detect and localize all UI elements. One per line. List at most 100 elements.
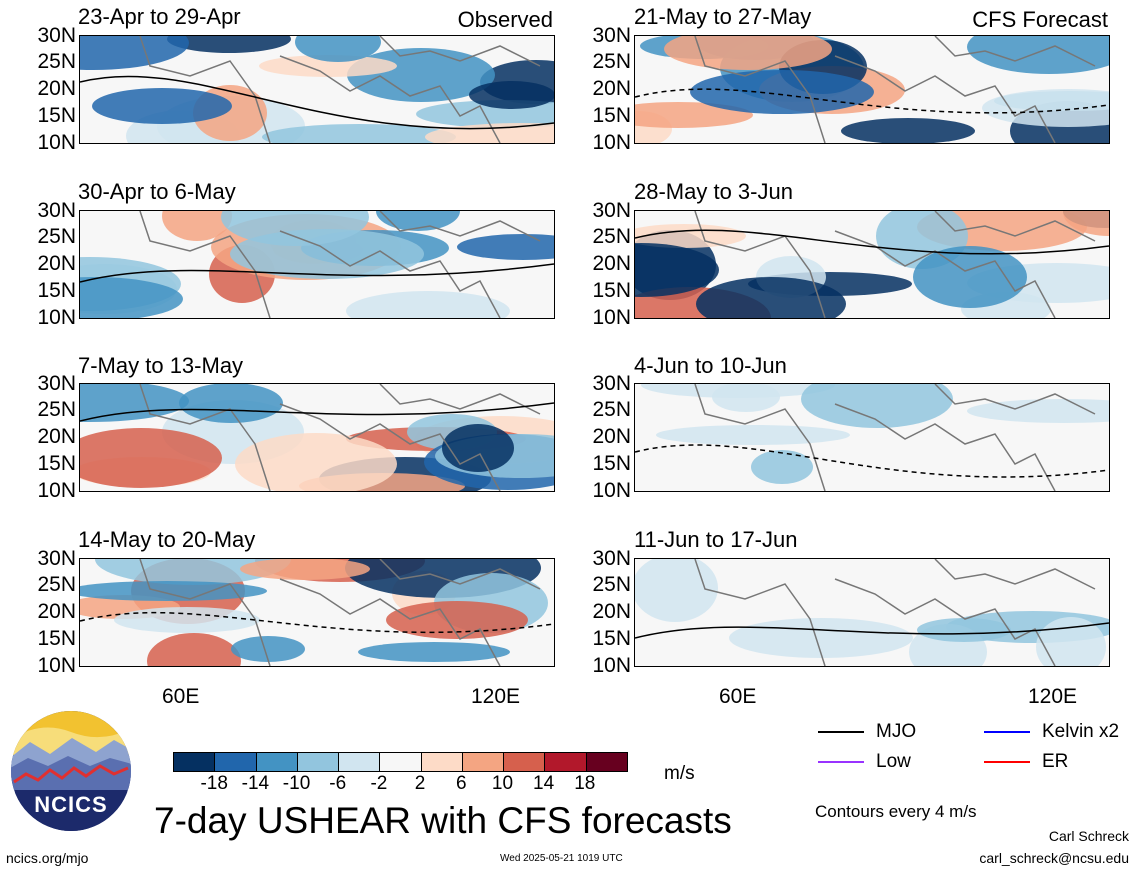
colorbar-swatch (256, 753, 298, 771)
lat-label: 15N (592, 452, 631, 475)
colorbar-label: 14 (533, 773, 555, 794)
footer-timestamp: Wed 2025-05-21 1019 UTC (500, 853, 623, 864)
colorbar-swatch (421, 753, 463, 771)
lat-label: 30N (37, 372, 76, 395)
lat-label: 20N (592, 252, 631, 275)
coastline (139, 211, 541, 318)
shading-blob (442, 424, 514, 472)
colorbar-label: -18 (200, 773, 228, 794)
lat-label: 15N (37, 104, 76, 127)
legend-kelvin-swatch (984, 731, 1030, 733)
lat-label: 25N (592, 398, 631, 421)
shading-blob (231, 636, 305, 662)
map-panel-right-1 (634, 35, 1110, 144)
lat-label: 15N (592, 279, 631, 302)
mjo-contour (635, 622, 1109, 639)
colorbar-swatch (380, 753, 422, 771)
colorbar-label: -10 (282, 773, 311, 794)
panel-source-tag: CFS Forecast (972, 7, 1108, 32)
lat-label: 25N (37, 50, 76, 73)
shear-field (80, 36, 554, 143)
shading-blob (913, 246, 1027, 308)
legend-mjo-label: MJO (876, 721, 917, 742)
panel-title: 28-May to 3-Jun (634, 179, 793, 204)
panel-title: 21-May to 27-May (634, 4, 812, 29)
mjo-contour (635, 88, 1109, 114)
lat-label: 30N (37, 547, 76, 570)
shear-field (80, 211, 554, 318)
panel-title: 30-Apr to 6-May (78, 179, 236, 204)
legend-kelvin-label: Kelvin x2 (1042, 721, 1120, 742)
shading-blob (80, 581, 267, 601)
shading-blob (635, 243, 719, 297)
shading-blob (635, 559, 718, 622)
lat-label: 10N (37, 479, 76, 502)
lat-label: 15N (37, 279, 76, 302)
map-panel-left-2 (79, 210, 555, 319)
lon-label-120e-right: 120E (1028, 685, 1078, 708)
colorbar-label: -6 (329, 773, 347, 794)
legend-low-label: Low (876, 751, 911, 772)
lat-label: 25N (37, 225, 76, 248)
coastline (694, 36, 1096, 143)
shading-blob (295, 36, 381, 62)
mjo-contour (80, 75, 554, 130)
mjo-contour (80, 611, 554, 634)
shading-blob (80, 277, 183, 318)
shading-blob (801, 384, 953, 428)
map-panel-left-4 (79, 558, 555, 667)
panel-title: 4-Jun to 10-Jun (634, 353, 787, 378)
colorbar-swatch (339, 753, 381, 771)
shading-blob (346, 291, 510, 318)
colorbar-swatch (215, 753, 257, 771)
shading-blob (80, 384, 189, 422)
lat-label: 15N (37, 452, 76, 475)
lat-label: 10N (592, 479, 631, 502)
shading-blob (376, 211, 460, 231)
shear-field (635, 36, 1109, 143)
shear-field (635, 559, 1109, 666)
shear-field (80, 384, 554, 491)
footer-author: Carl Schreck (1048, 828, 1129, 844)
coastline (139, 36, 541, 143)
lon-label-60e-right: 60E (719, 685, 757, 708)
colorbar-swatch (504, 753, 546, 771)
footer-left-url[interactable]: ncics.org/mjo (6, 850, 89, 866)
colorbar-label: -14 (241, 773, 270, 794)
lat-label: 10N (592, 131, 631, 154)
legend-low-swatch (818, 761, 864, 763)
shading-blob (262, 124, 456, 143)
shading-blob (469, 81, 554, 109)
shading-blob (982, 89, 1109, 127)
shading-blob (664, 36, 832, 70)
lat-label: 30N (592, 24, 631, 47)
colorbar-swatch (462, 753, 505, 771)
shading-blob (967, 36, 1109, 74)
lat-label: 15N (592, 627, 631, 650)
map-panel-right-2 (634, 210, 1110, 319)
lat-label: 25N (37, 398, 76, 421)
legend-er-label: ER (1042, 751, 1069, 772)
shading-blob (80, 36, 189, 70)
lat-label: 25N (592, 573, 631, 596)
panel-title: 23-Apr to 29-Apr (78, 4, 241, 29)
panel-source-tag: Observed (457, 7, 553, 32)
shading-blob (95, 559, 291, 585)
map-panel-left-1 (79, 35, 555, 144)
lon-label-60e-left: 60E (162, 685, 200, 708)
shading-blob (656, 425, 850, 445)
lat-label: 30N (592, 372, 631, 395)
shading-blob (457, 234, 554, 260)
shading-blob (162, 211, 232, 241)
shading-blob (235, 433, 397, 491)
units-label: m/s (664, 763, 695, 784)
footer-email[interactable]: carl_schreck@ncsu.edu (979, 850, 1129, 866)
shading-blob (92, 88, 232, 124)
lat-label: 15N (37, 627, 76, 650)
lat-label: 10N (592, 306, 631, 329)
shading-blob (917, 618, 1011, 642)
lat-label: 25N (592, 50, 631, 73)
legend-er-swatch (984, 761, 1030, 763)
coastline (139, 384, 541, 491)
shading-blob (80, 428, 222, 488)
